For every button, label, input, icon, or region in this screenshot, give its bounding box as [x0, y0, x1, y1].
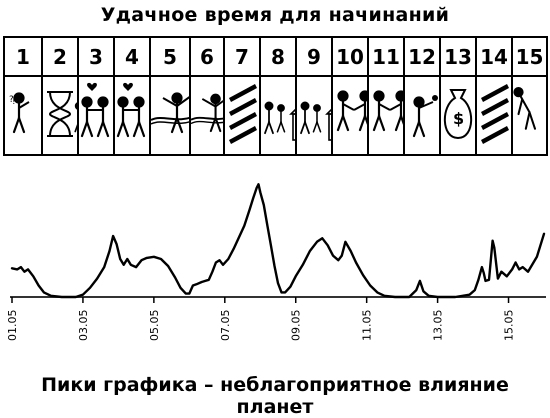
handshake-icon: [369, 76, 405, 154]
day-number: 8: [261, 38, 297, 76]
x-tick-label: 15.05: [503, 310, 516, 342]
hourglass-icon: [43, 76, 79, 154]
day-number: 14: [477, 38, 513, 76]
money-bag-icon: $: [441, 76, 477, 154]
day-number: 15: [515, 45, 544, 69]
day-number: 1: [5, 38, 43, 76]
day-number: 9: [297, 38, 333, 76]
x-ticks: 01.05 03.05 05.05 07.05 09.05 11.05 13.05 15.05: [6, 297, 516, 341]
x-tick-label: 09.05: [290, 310, 303, 342]
table-divider: [5, 75, 546, 77]
x-tick-label: 01.05: [6, 310, 19, 342]
days-table: 1?! 2 3 4 5 6 7 8 9 10 11 12 13 $14 15: [3, 36, 548, 156]
svg-text:!: !: [12, 97, 16, 107]
x-tick-label: 07.05: [219, 310, 232, 342]
svg-text:$: $: [453, 109, 464, 128]
day-number: 4: [115, 38, 151, 76]
series-line: [10, 183, 546, 299]
person-bowing-icon: [513, 76, 546, 154]
day-number: 13: [441, 38, 477, 76]
hatched-bars-icon: [477, 76, 513, 154]
day-number: 6: [191, 38, 225, 76]
day-number: 2: [43, 38, 79, 76]
person-pondering-icon: ?!: [5, 76, 43, 154]
x-tick-label: 13.05: [432, 310, 445, 342]
family-house-icon: [261, 76, 297, 154]
day-number: 10: [333, 38, 369, 76]
day-number: 11: [369, 38, 405, 76]
x-tick-label: 05.05: [148, 310, 161, 342]
person-money-bag-icon: [405, 76, 441, 154]
couple-with-heart-icon: [79, 76, 115, 154]
couple-with-heart-icon: [115, 76, 151, 154]
day-number: 7: [225, 38, 261, 76]
day-number: 5: [151, 38, 191, 76]
planet-influence-chart: 01.05 03.05 05.05 07.05 09.05 11.05 13.05 15.05: [6, 183, 546, 341]
chart-caption: Пики графика – неблагоприятное влияние п…: [41, 374, 509, 418]
family-house-icon: [297, 76, 333, 154]
day-number: 3: [79, 38, 115, 76]
page-title: Удачное время для начинаний: [100, 4, 450, 26]
runner-finish-ribbon-icon: [151, 76, 191, 154]
runner-finish-ribbon-icon: [191, 76, 225, 154]
svg-text:?: ?: [9, 95, 14, 105]
day-number: 12: [405, 38, 441, 76]
x-tick-label: 11.05: [361, 310, 374, 342]
x-tick-label: 03.05: [77, 310, 90, 342]
hatched-bars-icon: [225, 76, 261, 154]
handshake-icon: [333, 76, 369, 154]
